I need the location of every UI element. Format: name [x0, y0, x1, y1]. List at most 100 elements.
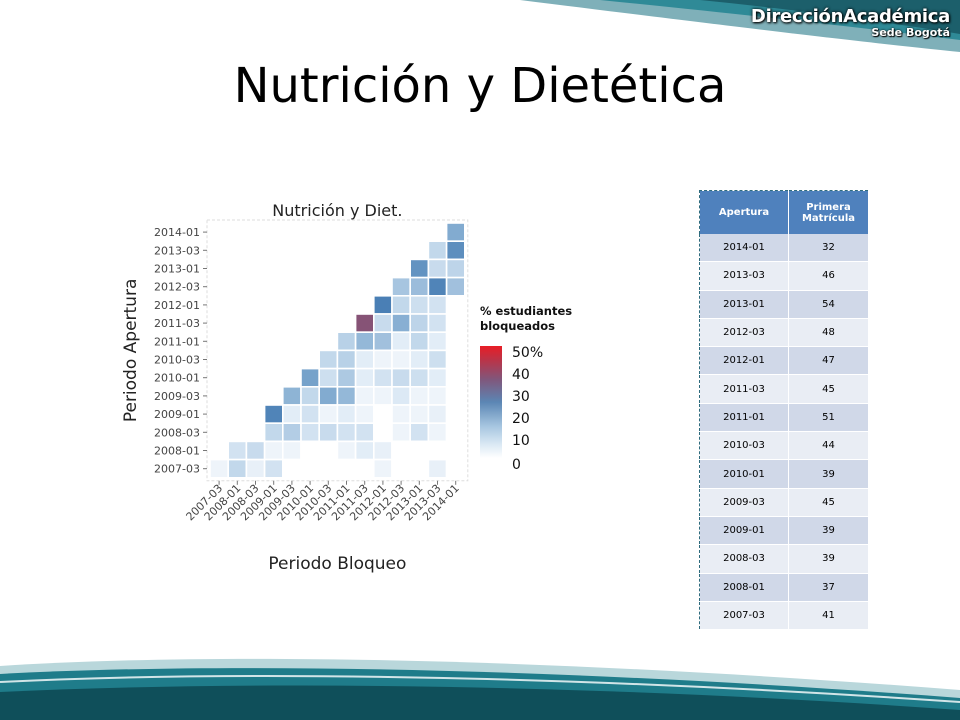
matricula-cell: 46 [788, 261, 869, 291]
heatmap-cell [263, 331, 284, 352]
legend-tick-30: 30 [512, 389, 530, 405]
heatmap-cell [245, 276, 266, 297]
heatmap-cell [282, 386, 302, 406]
y-tick-label: 2012-03 [154, 281, 200, 294]
heatmap-cell [445, 258, 466, 279]
heatmap-cell [227, 386, 248, 406]
heatmap-cell [409, 240, 430, 261]
brand-subtitle: Sede Bogotá [871, 26, 950, 39]
matricula-cell: 44 [788, 431, 869, 461]
heatmap-cell [409, 458, 430, 479]
table-header-row: Apertura Primera Matrícula [699, 190, 869, 234]
heatmap-cell [263, 349, 284, 370]
apertura-cell: 2011-01 [699, 403, 789, 433]
heatmap-cell [372, 295, 393, 315]
heatmap-cell [282, 404, 302, 425]
heatmap-cell [318, 349, 339, 370]
heatmap-cell [300, 386, 321, 406]
heatmap-cell [209, 349, 230, 370]
heatmap-cell [391, 367, 412, 388]
heatmap-cell [354, 276, 375, 297]
heatmap-cell [227, 404, 248, 425]
heatmap-cell [427, 386, 448, 406]
heatmap-cell [282, 440, 302, 461]
heatmap-cell [263, 386, 284, 406]
heatmap-cell [391, 295, 412, 315]
heatmap-cell [445, 404, 466, 425]
y-tick-label: 2008-01 [154, 445, 200, 458]
heatmap-cell [245, 313, 266, 334]
heatmap-cell [336, 313, 357, 334]
heatmap-cell [263, 440, 284, 461]
heatmap-cell [336, 422, 357, 443]
heatmap-cell [445, 458, 466, 479]
heatmap-cell [282, 222, 302, 243]
heatmap-cell [209, 386, 230, 406]
heatmap-cell [263, 422, 284, 443]
heatmap-cell [372, 367, 393, 388]
heatmap-cell [336, 458, 357, 479]
matricula-cell: 51 [788, 403, 869, 433]
heatmap-cell [427, 458, 448, 479]
heatmap-cell [318, 386, 339, 406]
heatmap-cell [409, 258, 430, 279]
heatmap-cell [336, 258, 357, 279]
heatmap-cell [209, 458, 230, 479]
heatmap-cell [372, 276, 393, 297]
matricula-cell: 32 [788, 234, 869, 263]
heatmap-cell [391, 422, 412, 443]
heatmap-cell [409, 295, 430, 315]
heatmap-cell [427, 258, 448, 279]
heatmap-cell [227, 313, 248, 334]
heatmap-cell [263, 404, 284, 425]
heatmap-cell [318, 458, 339, 479]
table-row: 2008-03 39 [699, 544, 869, 574]
heatmap-cell [427, 313, 448, 334]
heatmap-cell [263, 458, 284, 479]
heatmap-cell [391, 331, 412, 352]
heatmap-cell [336, 440, 357, 461]
heatmap-cell [391, 222, 412, 243]
matricula-cell: 48 [788, 318, 869, 348]
matricula-cell: 39 [788, 544, 869, 574]
heatmap-cell [445, 367, 466, 388]
apertura-cell: 2009-01 [699, 516, 789, 546]
heatmap-cell [227, 440, 248, 461]
heatmap-cell [300, 276, 321, 297]
heatmap-cell [209, 295, 230, 315]
heatmap-cell [318, 276, 339, 297]
heatmap-cell [245, 240, 266, 261]
heatmap-cell [245, 404, 266, 425]
heatmap-cell [409, 276, 430, 297]
table-row: 2009-01 39 [699, 516, 869, 546]
heatmap-cell [300, 367, 321, 388]
heatmap-cell [209, 440, 230, 461]
heatmap-cell [318, 367, 339, 388]
heatmap-cell [445, 349, 466, 370]
heatmap-cell [354, 222, 375, 243]
heatmap-cell [209, 258, 230, 279]
heatmap-cell [282, 458, 302, 479]
heatmap-cell [300, 404, 321, 425]
heatmap-cell [245, 386, 266, 406]
heatmap-cell [245, 349, 266, 370]
table-row: 2011-01 51 [699, 403, 869, 433]
heatmap-cell [427, 331, 448, 352]
heatmap-cell [227, 349, 248, 370]
heatmap-cell [245, 422, 266, 443]
heatmap-cell [427, 367, 448, 388]
apertura-cell: 2008-03 [699, 544, 789, 574]
heatmap-cell [318, 331, 339, 352]
heatmap-cell [445, 276, 466, 297]
heatmap-cell [245, 458, 266, 479]
heatmap-cell [354, 258, 375, 279]
heatmap-cell [227, 367, 248, 388]
heatmap-cell [354, 367, 375, 388]
y-tick-label: 2014-01 [154, 226, 200, 239]
y-tick-label: 2013-03 [154, 244, 200, 257]
heatmap-cell [445, 240, 466, 261]
heatmap-cell [427, 240, 448, 261]
heatmap-cell [318, 295, 339, 315]
heatmap-cell [318, 258, 339, 279]
